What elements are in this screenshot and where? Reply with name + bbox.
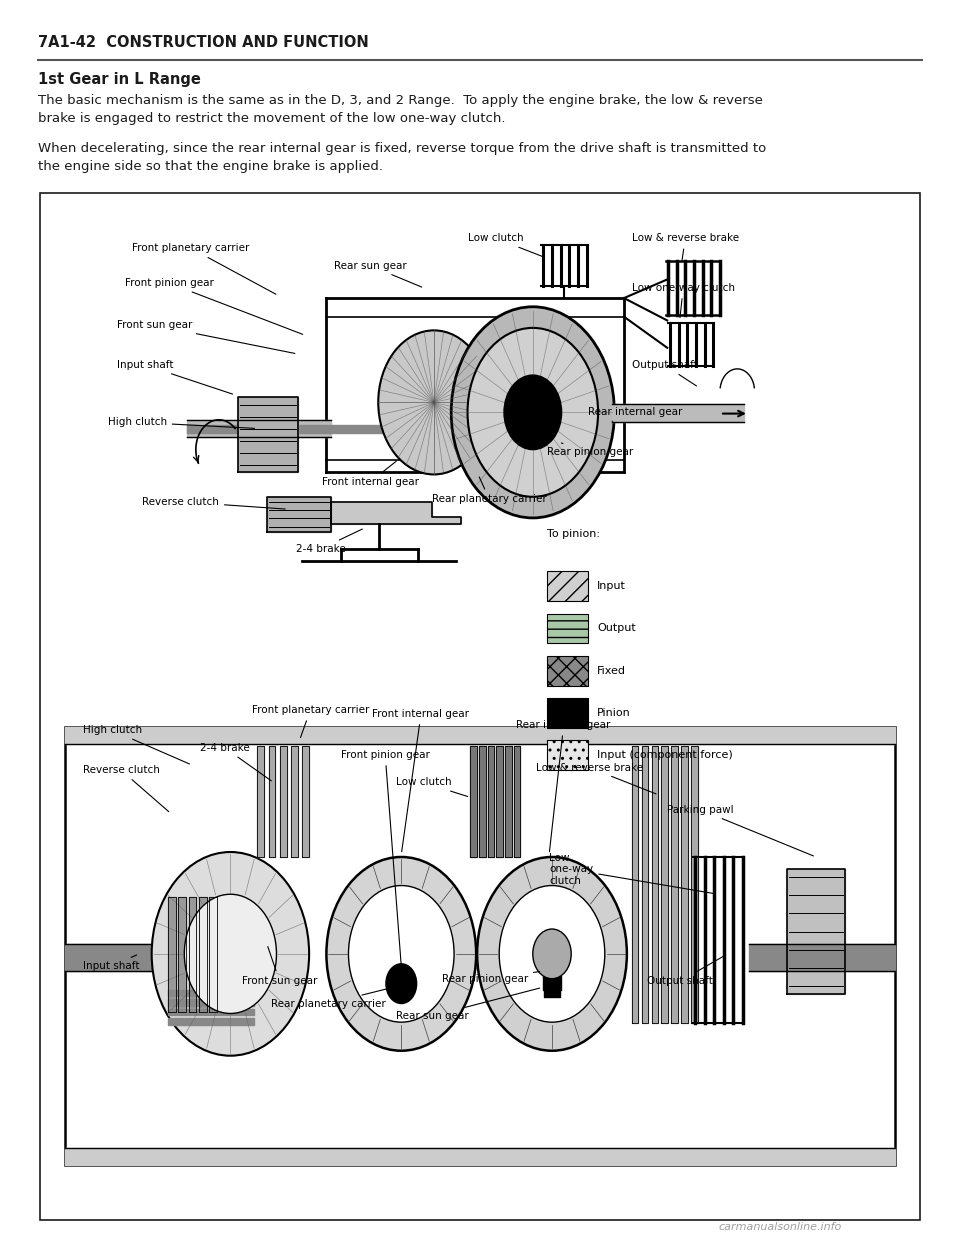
- Circle shape: [386, 964, 417, 1004]
- Polygon shape: [787, 869, 845, 994]
- Text: Output shaft: Output shaft: [647, 955, 725, 986]
- Text: When decelerating, since the rear internal gear is fixed, reverse torque from th: When decelerating, since the rear intern…: [38, 142, 767, 173]
- Text: Parking pawl: Parking pawl: [667, 805, 813, 856]
- Text: Input (component force): Input (component force): [597, 750, 732, 760]
- Bar: [547, 656, 588, 686]
- Text: Fixed: Fixed: [597, 666, 626, 676]
- Text: 7A1-42  CONSTRUCTION AND FUNCTION: 7A1-42 CONSTRUCTION AND FUNCTION: [38, 35, 370, 50]
- Bar: [547, 614, 588, 643]
- Circle shape: [533, 929, 571, 979]
- Circle shape: [184, 894, 276, 1013]
- Text: Front sun gear: Front sun gear: [242, 946, 318, 986]
- Circle shape: [499, 886, 605, 1022]
- Text: Front planetary carrier: Front planetary carrier: [132, 243, 276, 294]
- Text: High clutch: High clutch: [108, 417, 254, 428]
- Text: Pinion: Pinion: [597, 708, 631, 718]
- Bar: [547, 571, 588, 601]
- Text: Rear pinion gear: Rear pinion gear: [547, 443, 634, 457]
- Bar: [547, 698, 588, 728]
- Text: High clutch: High clutch: [83, 725, 189, 764]
- Text: Reverse clutch: Reverse clutch: [83, 765, 169, 812]
- Polygon shape: [267, 497, 331, 532]
- Text: Input: Input: [597, 581, 626, 591]
- Text: The basic mechanism is the same as in the D, 3, and 2 Range.  To apply the engin: The basic mechanism is the same as in th…: [38, 94, 763, 125]
- Text: 1st Gear in L Range: 1st Gear in L Range: [38, 72, 202, 87]
- Text: Reverse clutch: Reverse clutch: [142, 497, 285, 509]
- Circle shape: [451, 307, 614, 518]
- Text: 2-4 brake: 2-4 brake: [296, 529, 362, 554]
- Text: Low
one-way
clutch: Low one-way clutch: [549, 853, 715, 894]
- Text: Low & reverse brake: Low & reverse brake: [536, 763, 656, 794]
- Circle shape: [348, 886, 454, 1022]
- Text: Front internal gear: Front internal gear: [372, 709, 469, 852]
- Text: Low one-way clutch: Low one-way clutch: [632, 283, 734, 318]
- Text: Rear sun gear: Rear sun gear: [334, 261, 421, 287]
- Circle shape: [152, 852, 309, 1056]
- Text: Front internal gear: Front internal gear: [322, 461, 419, 487]
- Text: Output: Output: [597, 623, 636, 633]
- Text: Input shaft: Input shaft: [83, 955, 139, 971]
- Polygon shape: [331, 502, 461, 524]
- Bar: [65, 727, 895, 1165]
- Text: Front pinion gear: Front pinion gear: [341, 750, 430, 964]
- Circle shape: [477, 857, 627, 1051]
- Text: Rear planetary carrier: Rear planetary carrier: [271, 982, 415, 1009]
- Text: Rear pinion gear: Rear pinion gear: [442, 971, 540, 984]
- Text: Front sun gear: Front sun gear: [117, 320, 295, 354]
- Bar: [40, 193, 920, 1220]
- Text: Low clutch: Low clutch: [468, 233, 544, 257]
- Text: Rear sun gear: Rear sun gear: [396, 989, 540, 1021]
- Text: Input shaft: Input shaft: [117, 360, 232, 394]
- Circle shape: [468, 328, 598, 497]
- Circle shape: [504, 375, 562, 450]
- Text: Output shaft: Output shaft: [632, 360, 698, 386]
- Text: Rear internal gear: Rear internal gear: [516, 720, 611, 852]
- Circle shape: [378, 330, 490, 474]
- Text: To pinion:: To pinion:: [547, 529, 600, 539]
- Text: Rear internal gear: Rear internal gear: [588, 407, 682, 421]
- Text: 2-4 brake: 2-4 brake: [200, 743, 272, 781]
- Text: Rear planetary carrier: Rear planetary carrier: [432, 477, 547, 504]
- Bar: [547, 740, 588, 770]
- Polygon shape: [238, 397, 298, 472]
- Text: Front pinion gear: Front pinion gear: [125, 278, 302, 334]
- Text: Low & reverse brake: Low & reverse brake: [632, 233, 739, 261]
- Text: Front planetary carrier: Front planetary carrier: [252, 705, 369, 738]
- Text: carmanualsonline.info: carmanualsonline.info: [718, 1222, 841, 1232]
- Circle shape: [326, 857, 476, 1051]
- Text: Low clutch: Low clutch: [396, 777, 468, 796]
